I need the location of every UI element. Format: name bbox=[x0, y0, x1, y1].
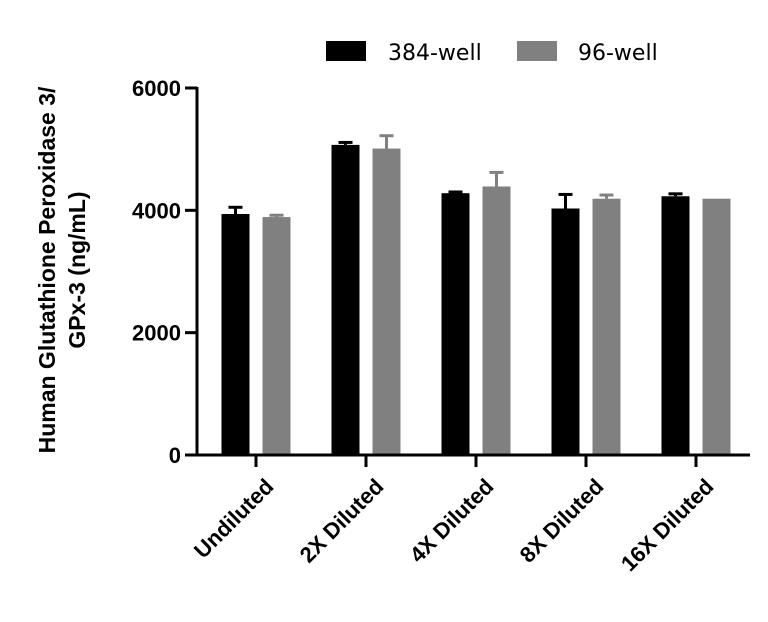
bar bbox=[551, 208, 580, 455]
error-bars bbox=[228, 134, 683, 218]
y-tick-label: 6000 bbox=[132, 76, 181, 101]
y-axis-label-line-1: Human Glutathione Peroxidase 3/ bbox=[34, 86, 60, 453]
y-tick-label: 2000 bbox=[132, 321, 181, 346]
legend-swatch bbox=[517, 41, 557, 61]
bar bbox=[592, 198, 621, 455]
y-tick-label: 4000 bbox=[132, 198, 181, 223]
bar bbox=[372, 148, 401, 455]
y-tick-label: 0 bbox=[169, 443, 181, 468]
bar bbox=[331, 144, 360, 455]
x-tick-label: 16X Diluted bbox=[616, 474, 718, 576]
legend-swatch bbox=[326, 41, 366, 61]
y-axis-label: Human Glutathione Peroxidase 3/ GPx-3 (n… bbox=[34, 86, 90, 453]
x-tick-label: 2X Diluted bbox=[295, 474, 389, 568]
bar bbox=[661, 196, 690, 455]
bar bbox=[482, 186, 511, 455]
bar bbox=[441, 193, 470, 455]
legend-label: 384-well bbox=[388, 41, 482, 66]
bars bbox=[221, 144, 731, 455]
legend-label: 96-well bbox=[578, 41, 658, 66]
bar bbox=[221, 214, 250, 455]
bar bbox=[702, 198, 731, 455]
legend: 384-well 96-well bbox=[326, 41, 658, 66]
y-axis-label-line-2: GPx-3 (ng/mL) bbox=[64, 191, 90, 348]
x-tick-label: Undiluted bbox=[189, 474, 278, 563]
bar bbox=[262, 217, 291, 455]
x-tick-label: 8X Diluted bbox=[515, 474, 609, 568]
x-tick-label: 4X Diluted bbox=[405, 474, 499, 568]
